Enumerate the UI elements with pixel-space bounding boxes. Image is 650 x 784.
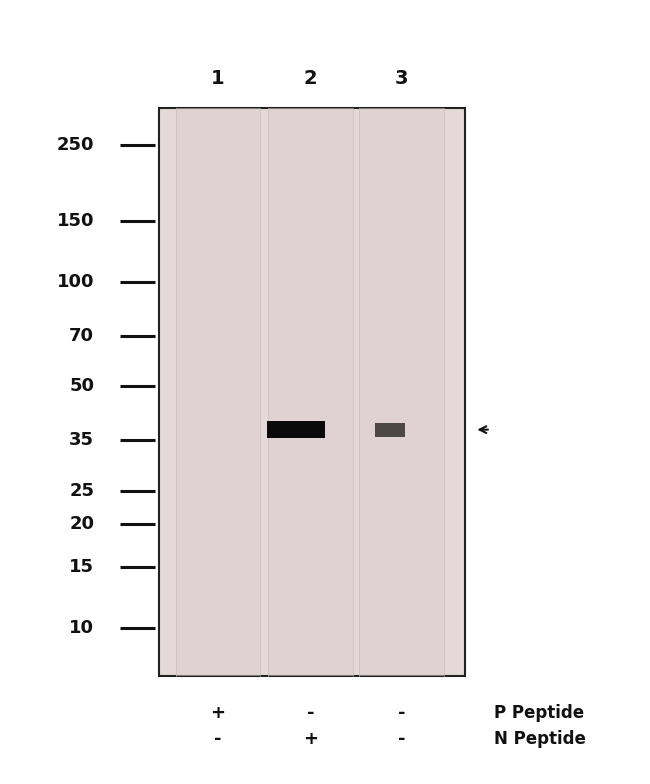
Text: -: - xyxy=(398,730,406,747)
Bar xyxy=(268,108,353,676)
Text: -: - xyxy=(307,705,315,722)
Text: 1: 1 xyxy=(211,69,224,88)
Text: P Peptide: P Peptide xyxy=(494,705,584,722)
Bar xyxy=(176,108,260,676)
Text: 3: 3 xyxy=(395,69,408,88)
Text: -: - xyxy=(398,705,406,722)
Bar xyxy=(159,108,465,676)
Text: 15: 15 xyxy=(70,558,94,576)
Text: +: + xyxy=(210,705,226,722)
Text: -: - xyxy=(214,730,222,747)
Text: 250: 250 xyxy=(57,136,94,154)
Text: +: + xyxy=(303,730,318,747)
Text: 2: 2 xyxy=(304,69,317,88)
Text: 70: 70 xyxy=(70,327,94,345)
Bar xyxy=(266,421,325,438)
Bar xyxy=(376,423,404,437)
Text: 150: 150 xyxy=(57,212,94,230)
Text: 50: 50 xyxy=(70,377,94,395)
Text: 35: 35 xyxy=(70,431,94,449)
Text: 20: 20 xyxy=(70,515,94,533)
Text: 25: 25 xyxy=(70,481,94,499)
Text: N Peptide: N Peptide xyxy=(494,730,586,747)
Text: 10: 10 xyxy=(70,619,94,637)
Bar xyxy=(359,108,444,676)
Text: 100: 100 xyxy=(57,274,94,291)
